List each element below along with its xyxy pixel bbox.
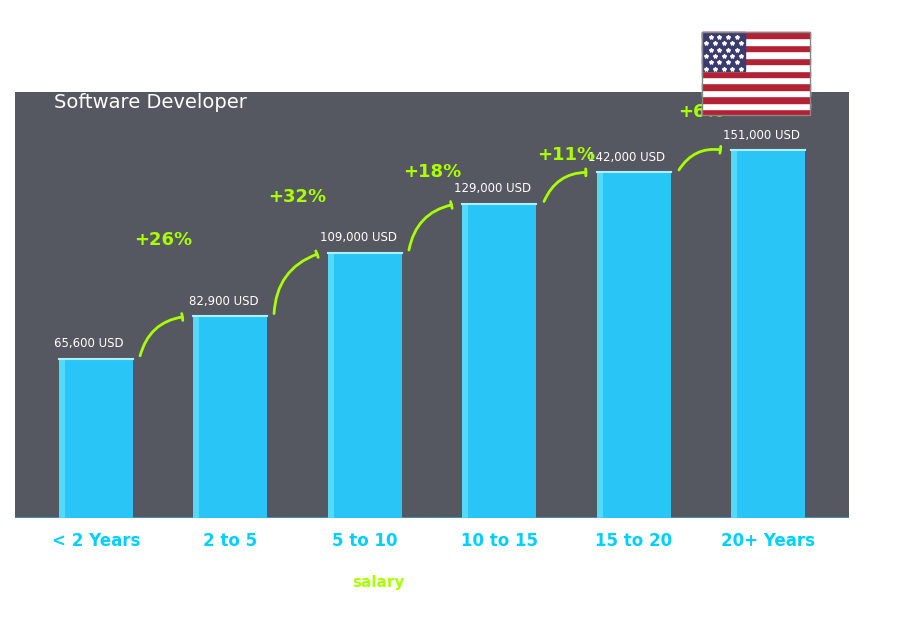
Bar	[702, 32, 745, 71]
Bar	[58, 358, 132, 519]
Bar	[702, 32, 810, 38]
Bar	[194, 317, 199, 519]
Text: 129,000 USD: 129,000 USD	[454, 183, 531, 196]
Text: +6%: +6%	[679, 103, 724, 121]
Bar	[702, 64, 810, 71]
Text: salaryexplorer.com: salaryexplorer.com	[377, 613, 523, 628]
Bar	[328, 253, 401, 519]
Bar	[702, 90, 810, 96]
Text: 65,600 USD: 65,600 USD	[54, 337, 124, 350]
Text: Salary Comparison By Experience: Salary Comparison By Experience	[54, 45, 630, 74]
Bar	[732, 151, 806, 519]
Text: +26%: +26%	[134, 231, 192, 249]
Bar	[463, 204, 468, 519]
Bar	[702, 83, 810, 90]
Text: +18%: +18%	[403, 163, 461, 181]
Bar	[328, 253, 334, 519]
Text: 142,000 USD: 142,000 USD	[589, 151, 666, 164]
Bar	[702, 58, 810, 64]
Bar	[702, 96, 810, 103]
Bar	[702, 71, 810, 77]
Bar	[194, 317, 267, 519]
Text: 82,900 USD: 82,900 USD	[189, 295, 258, 308]
Text: +32%: +32%	[268, 188, 327, 206]
Bar	[732, 151, 737, 519]
Text: salary: salary	[352, 574, 404, 590]
Bar	[702, 109, 810, 115]
Bar	[702, 51, 810, 58]
Text: Software Developer: Software Developer	[54, 93, 247, 112]
Bar	[702, 45, 810, 51]
Text: 151,000 USD: 151,000 USD	[723, 129, 800, 142]
Bar	[702, 38, 810, 45]
Text: Average Yearly Salary: Average Yearly Salary	[867, 253, 879, 388]
Bar	[58, 358, 65, 519]
Bar	[597, 172, 670, 519]
Bar	[463, 204, 536, 519]
Bar	[702, 77, 810, 83]
Text: +11%: +11%	[537, 146, 596, 164]
Text: 109,000 USD: 109,000 USD	[320, 231, 397, 244]
Bar	[702, 103, 810, 109]
Bar	[597, 172, 603, 519]
